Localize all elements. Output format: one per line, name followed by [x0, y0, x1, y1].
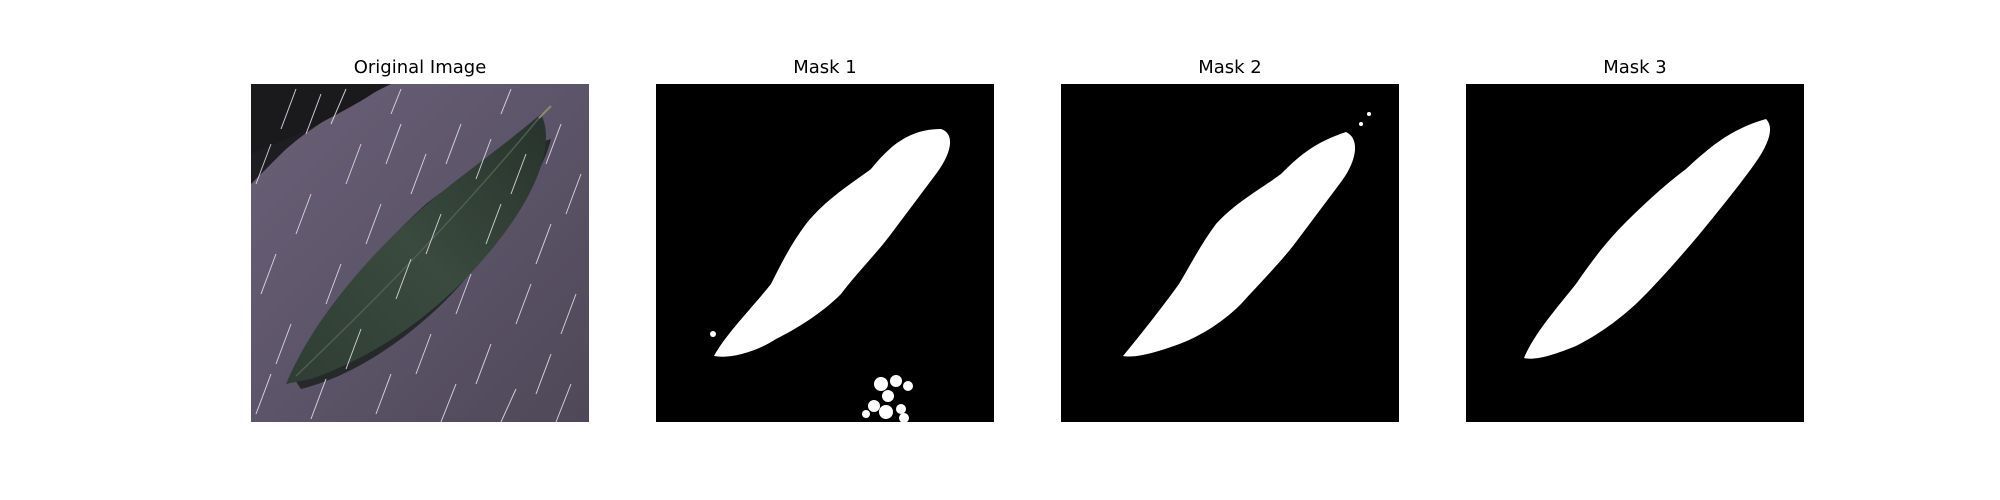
mask-3-title: Mask 3: [1603, 57, 1667, 78]
original-image-title: Original Image: [353, 57, 487, 78]
mask-3: [1466, 84, 1804, 422]
mask-3-image: [1466, 84, 1804, 422]
rain-streaks: [255, 88, 582, 422]
mask-1-title: Mask 1: [793, 57, 857, 78]
mask-3-leaf-region: [1524, 119, 1771, 359]
mask-2-image: [1061, 84, 1399, 422]
original-image-photo: [251, 84, 589, 422]
mask-1-image: [656, 84, 994, 422]
mask-2-title: Mask 2: [1198, 57, 1262, 78]
mask-1: [656, 84, 994, 422]
mask-1-noise-blobs: [862, 375, 913, 422]
mask-1-leaf-region: [714, 129, 951, 357]
mask-2-leaf-region: [1123, 132, 1356, 357]
mask-2: [1061, 84, 1399, 422]
leaf: [286, 114, 546, 384]
original-image: [251, 84, 589, 422]
